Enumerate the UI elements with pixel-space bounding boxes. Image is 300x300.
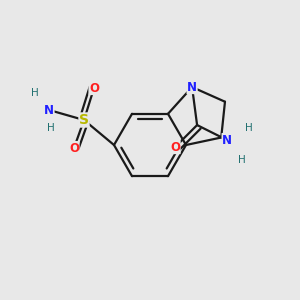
Text: N: N xyxy=(44,103,54,116)
Text: N: N xyxy=(187,81,197,94)
Text: H: H xyxy=(245,123,253,133)
Text: N: N xyxy=(222,134,232,147)
Text: H: H xyxy=(238,155,246,165)
Text: H: H xyxy=(47,123,55,133)
Text: O: O xyxy=(170,141,180,154)
Text: O: O xyxy=(69,142,79,154)
Text: S: S xyxy=(79,113,89,127)
Text: O: O xyxy=(89,82,99,94)
Text: H: H xyxy=(31,88,39,98)
